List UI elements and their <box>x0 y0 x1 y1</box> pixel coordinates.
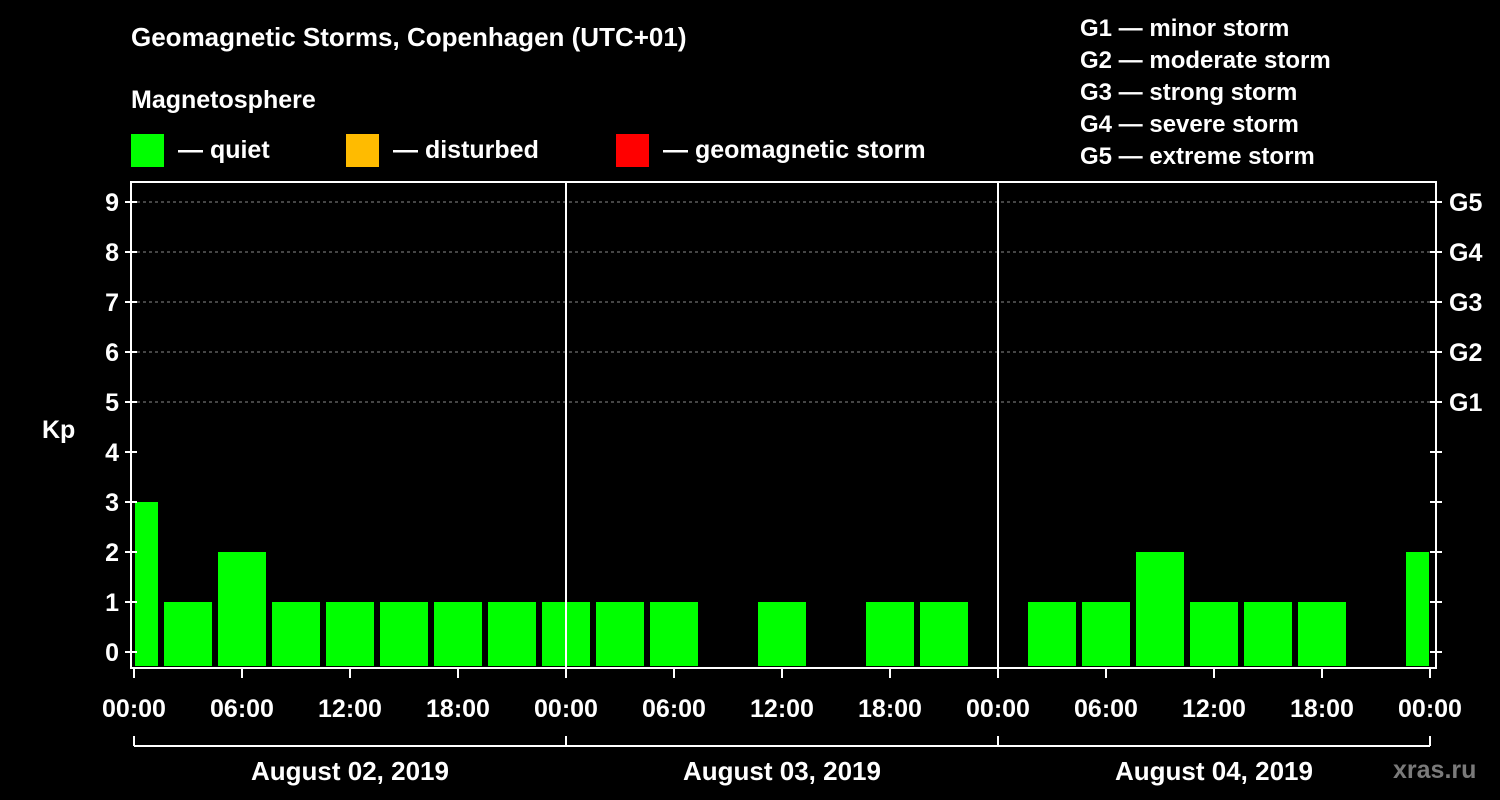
right-tick-label: G3 <box>1449 289 1482 317</box>
x-tick-label: 12:00 <box>318 695 382 723</box>
legend-label-storm: — geomagnetic storm <box>663 135 926 164</box>
legend-swatch-storm <box>616 133 649 167</box>
x-tick-label: 18:00 <box>858 695 922 723</box>
bar <box>1244 602 1292 666</box>
gscale-g1: G1 — minor storm <box>1080 15 1290 42</box>
day-label: August 02, 2019 <box>251 756 449 786</box>
bar <box>596 602 644 666</box>
bar <box>1298 602 1346 666</box>
x-tick-label: 00:00 <box>534 695 598 723</box>
chart-title: Geomagnetic Storms, Copenhagen (UTC+01) <box>131 22 687 52</box>
y-tick-label: 5 <box>105 389 119 417</box>
day-label: August 04, 2019 <box>1115 756 1313 786</box>
bar <box>488 602 536 666</box>
legend-item-storm: — geomagnetic storm <box>616 133 926 167</box>
x-tick-label: 18:00 <box>1290 695 1354 723</box>
x-tick-label: 00:00 <box>102 695 166 723</box>
bar <box>920 602 968 666</box>
bar <box>1136 552 1184 666</box>
x-tick-label: 06:00 <box>1074 695 1138 723</box>
right-tick-label: G1 <box>1449 389 1482 417</box>
bar <box>650 602 698 666</box>
legend-item-disturbed: — disturbed <box>346 133 539 167</box>
x-tick-label: 06:00 <box>210 695 274 723</box>
y-tick-label: 2 <box>105 539 119 567</box>
y-tick-label: 3 <box>105 489 119 517</box>
y-tick-label: 0 <box>105 639 119 667</box>
gscale-g3: G3 — strong storm <box>1080 79 1298 106</box>
bar <box>758 602 806 666</box>
x-tick-label: 00:00 <box>1398 695 1462 723</box>
bar <box>1082 602 1130 666</box>
right-tick-label: G4 <box>1449 239 1482 267</box>
day-label: August 03, 2019 <box>683 756 881 786</box>
bar <box>1406 552 1429 666</box>
y-tick-label: 7 <box>105 289 119 317</box>
x-tick-label: 06:00 <box>642 695 706 723</box>
x-tick-label: 18:00 <box>426 695 490 723</box>
gscale-g2: G2 — moderate storm <box>1080 47 1331 74</box>
x-tick-label: 12:00 <box>1182 695 1246 723</box>
bar <box>218 552 266 666</box>
y-tick-label: 4 <box>105 439 119 467</box>
legend-swatch-quiet <box>131 133 164 167</box>
bar <box>1190 602 1238 666</box>
right-tick-label: G5 <box>1449 189 1482 217</box>
bar <box>434 602 482 666</box>
bar <box>272 602 320 666</box>
bar <box>866 602 914 666</box>
bar <box>135 502 158 666</box>
y-tick-label: 6 <box>105 339 119 367</box>
x-tick-label: 12:00 <box>750 695 814 723</box>
legend-label-disturbed: — disturbed <box>393 135 539 164</box>
legend-swatch-disturbed <box>346 133 379 167</box>
y-tick-label: 1 <box>105 589 119 617</box>
watermark: xras.ru <box>1393 756 1477 784</box>
legend-item-quiet: — quiet <box>131 133 270 167</box>
gscale-g4: G4 — severe storm <box>1080 111 1299 138</box>
bar <box>380 602 428 666</box>
y-tick-label: 8 <box>105 239 119 267</box>
x-tick-label: 00:00 <box>966 695 1030 723</box>
gscale-g5: G5 — extreme storm <box>1080 143 1315 170</box>
legend-label-quiet: — quiet <box>178 135 270 164</box>
bar <box>1028 602 1076 666</box>
y-tick-label: 9 <box>105 189 119 217</box>
bar <box>164 602 212 666</box>
y-axis-label: Kp <box>42 416 75 444</box>
right-tick-label: G2 <box>1449 339 1482 367</box>
legend-title: Magnetosphere <box>131 86 316 114</box>
plot-frame <box>130 181 1437 669</box>
bar <box>326 602 374 666</box>
